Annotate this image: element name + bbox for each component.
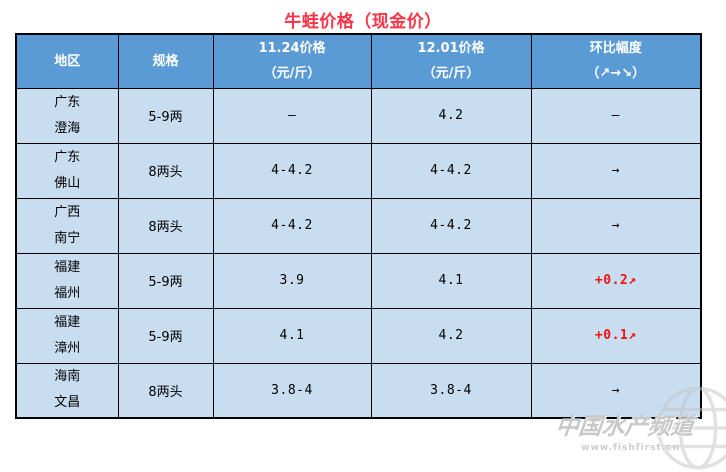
watermark-url: www.fishfirst.cn — [581, 443, 680, 453]
col-header-price-1124-line2: （元/斤） — [263, 66, 321, 82]
col-header-price-1124-line1: 11.24价格 — [258, 41, 326, 57]
col-header-price-1124: 11.24价格 （元/斤） — [212, 33, 372, 89]
spec-cell: 5-9两 — [117, 307, 214, 364]
header-row: 地区 规格 11.24价格 （元/斤） 12.01价格 （元/斤） 环比幅度 （… — [15, 33, 702, 89]
region-cell: 广西 南宁 — [15, 197, 119, 254]
region-line: 南宁 — [54, 230, 81, 246]
spec-cell: 5-9两 — [117, 87, 214, 144]
col-header-spec-label: 规格 — [152, 53, 179, 69]
price-1201-cell: 4-4.2 — [370, 142, 532, 199]
price-1124-cell: 4-4.2 — [212, 197, 372, 254]
change-cell: — — [530, 87, 702, 144]
price-1201-cell: 4-4.2 — [370, 197, 532, 254]
region-line: 广西 — [54, 204, 81, 220]
col-header-price-1201-line2: （元/斤） — [422, 66, 480, 82]
region-line: 福州 — [54, 285, 81, 301]
region-line: 广东 — [54, 94, 81, 110]
region-line: 漳州 — [54, 340, 81, 356]
price-1124-cell: 4-4.2 — [212, 142, 372, 199]
col-header-price-1201-line1: 12.01价格 — [417, 41, 485, 57]
table-row: 广西 南宁 8两头 4-4.2 4-4.2 → — [15, 197, 702, 254]
spec-cell: 8两头 — [117, 197, 214, 254]
price-1124-cell: — — [212, 87, 372, 144]
col-header-region-label: 地区 — [54, 53, 81, 69]
region-cell: 福建 漳州 — [15, 307, 119, 364]
region-line: 文昌 — [54, 395, 81, 411]
region-line: 福建 — [54, 259, 81, 275]
region-line: 福建 — [54, 314, 81, 330]
price-1124-cell: 4.1 — [212, 307, 372, 364]
price-table-header: 地区 规格 11.24价格 （元/斤） 12.01价格 （元/斤） 环比幅度 （… — [15, 33, 702, 89]
price-1124-cell: 3.9 — [212, 252, 372, 309]
change-cell: → — [530, 197, 702, 254]
region-cell: 广东 澄海 — [15, 87, 119, 144]
col-header-price-1201: 12.01价格 （元/斤） — [370, 33, 532, 89]
price-1201-cell: 3.8-4 — [370, 362, 532, 419]
change-cell: → — [530, 142, 702, 199]
col-header-region: 地区 — [15, 33, 119, 89]
table-row: 广东 澄海 5-9两 —4.2— — [15, 87, 702, 144]
change-cell: → — [530, 362, 702, 419]
table-row: 广东 佛山 8两头 4-4.2 4-4.2 → — [15, 142, 702, 199]
spec-cell: 8两头 — [117, 362, 214, 419]
change-cell: +0.1↗ — [530, 307, 702, 364]
price-1201-cell: 4.1 — [370, 252, 532, 309]
region-cell: 广东 佛山 — [15, 142, 119, 199]
change-cell: +0.2↗ — [530, 252, 702, 309]
region-line: 广东 — [54, 149, 81, 165]
page-title: 牛蛙价格（现金价） — [284, 12, 442, 32]
table-row: 福建 福州 5-9两 3.9 4.1 +0.2↗ — [15, 252, 702, 309]
table-row: 福建 漳州 5-9两 4.1 4.2 +0.1↗ — [15, 307, 702, 364]
region-line: 海南 — [54, 369, 81, 385]
price-1201-cell: 4.2 — [370, 307, 532, 364]
price-1201-cell: 4.2 — [370, 87, 532, 144]
price-1124-cell: 3.8-4 — [212, 362, 372, 419]
price-table-body: 广东 澄海 5-9两 —4.2— 广东 佛山 8两头 4-4.2 4-4.2 → 广西 南宁 8两头 4-… — [15, 87, 702, 419]
col-header-spec: 规格 — [117, 33, 214, 89]
price-table: 地区 规格 11.24价格 （元/斤） 12.01价格 （元/斤） 环比幅度 （… — [15, 33, 702, 419]
spec-cell: 8两头 — [117, 142, 214, 199]
region-line: 澄海 — [54, 120, 81, 136]
table-row: 海南 文昌 8两头 3.8-4 3.8-4 → — [15, 362, 702, 419]
region-line: 佛山 — [54, 175, 81, 191]
col-header-change-line2: （↗→↘） — [586, 66, 646, 82]
col-header-change: 环比幅度 （↗→↘） — [530, 33, 702, 89]
spec-cell: 5-9两 — [117, 252, 214, 309]
col-header-change-line1: 环比幅度 — [589, 41, 642, 57]
region-cell: 海南 文昌 — [15, 362, 119, 419]
region-cell: 福建 福州 — [15, 252, 119, 309]
